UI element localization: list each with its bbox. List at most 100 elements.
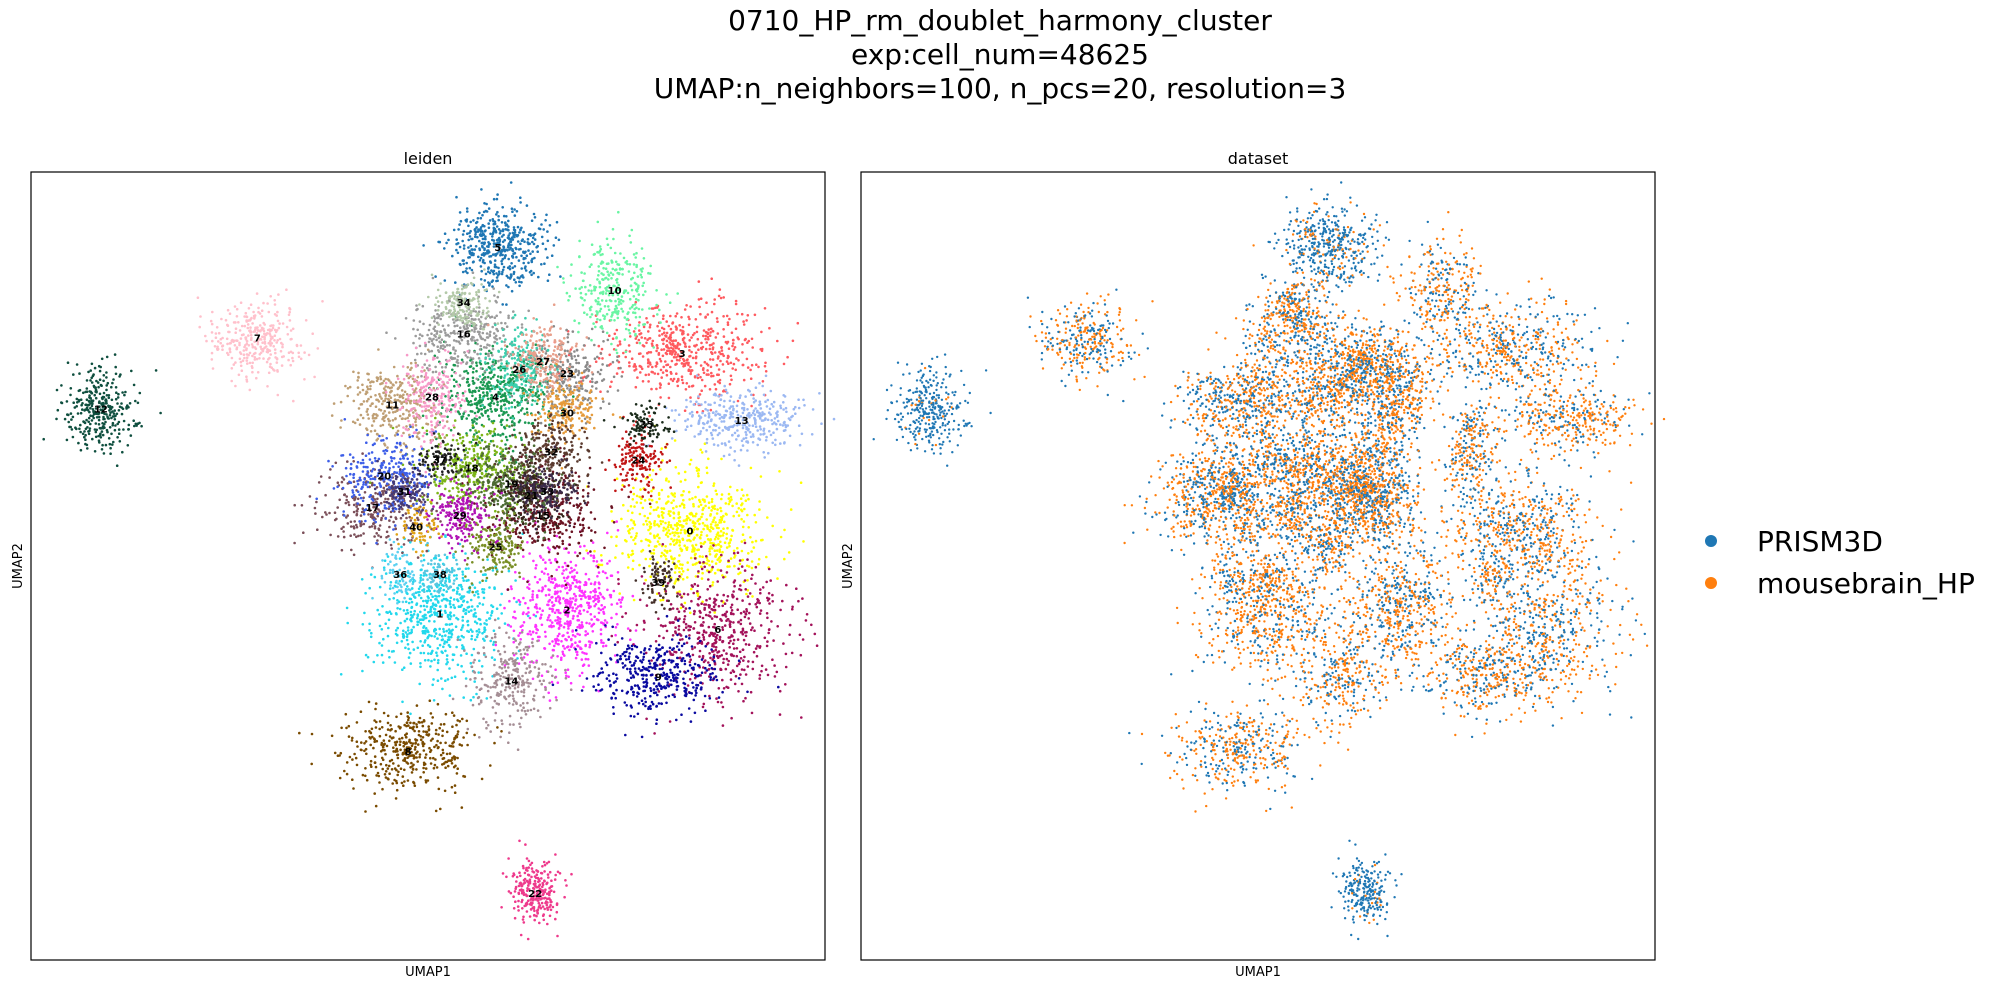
leiden-point [226,308,230,312]
leiden-point [729,620,732,624]
leiden-point [768,326,771,330]
leiden-point [531,593,534,596]
leiden-point [457,584,461,587]
leiden-point [506,623,510,627]
leiden-point [659,468,662,471]
leiden-point [721,678,724,682]
leiden-point [498,272,501,276]
leiden-point [351,778,354,781]
leiden-point [658,543,661,546]
leiden-point [751,540,754,544]
leiden-point [569,681,573,685]
leiden-point [715,549,719,552]
leiden-point [654,640,658,643]
leiden-point [464,612,468,616]
leiden-point [299,357,303,361]
leiden-point [395,641,399,645]
leiden-point [710,277,713,281]
leiden-point [429,652,433,655]
leiden-point [562,569,565,572]
leiden-point [370,727,374,731]
leiden-point [442,588,446,592]
leiden-point [472,647,476,651]
leiden-point [562,625,566,629]
leiden-point [664,479,668,482]
leiden-point [711,505,714,509]
leiden-point [707,328,710,331]
leiden-point [670,492,673,495]
leiden-point [245,347,248,350]
leiden-point [681,570,685,573]
leiden-point [804,619,808,622]
leiden-point [674,314,677,318]
leiden-point [512,629,516,633]
leiden-point [719,352,722,356]
leiden-point [394,743,398,747]
leiden-point [692,612,696,616]
leiden-point [647,373,651,376]
leiden-point [451,368,454,372]
leiden-point [704,334,708,338]
leiden-point [554,599,558,603]
leiden-point [287,313,291,317]
leiden-point [419,662,422,665]
leiden-point [713,597,716,601]
leiden-point [779,608,782,612]
leiden-point [453,756,457,759]
leiden-point [338,754,341,757]
leiden-point [472,614,476,618]
leiden-point [467,246,470,249]
leiden-point [705,534,709,537]
leiden-point [645,668,649,671]
leiden-point [424,753,428,756]
leiden-point [529,633,533,636]
leiden-point [491,232,495,236]
leiden-point [266,302,269,305]
leiden-point [730,609,734,612]
leiden-point [566,631,569,635]
leiden-point [409,610,413,614]
leiden-point [746,665,750,668]
leiden-point [528,630,532,633]
leiden-point [219,341,222,345]
leiden-point [238,343,241,347]
leiden-point [433,658,436,662]
leiden-point [447,628,451,631]
leiden-point [621,662,624,665]
leiden-point [395,747,399,751]
leiden-point [462,229,466,233]
leiden-point [469,400,473,403]
leiden-point [411,742,415,745]
leiden-point [657,653,660,657]
leiden-point [699,503,703,507]
leiden-point [678,590,681,593]
leiden-point [628,323,632,327]
leiden-point [767,628,771,631]
leiden-point [600,563,604,567]
leiden-point [455,735,459,739]
leiden-point [465,207,469,210]
leiden-point [711,672,714,675]
leiden-point [475,629,479,633]
leiden-point [524,601,527,605]
leiden-point [493,433,497,437]
leiden-point [462,600,465,603]
leiden-point [523,240,526,243]
leiden-point [669,668,672,672]
leiden-point [743,538,746,542]
leiden-point [410,600,414,604]
leiden-point [419,579,423,582]
leiden-point [708,334,712,338]
leiden-point [734,674,738,678]
leiden-point [412,754,416,757]
leiden-point [452,574,456,577]
leiden-point [633,644,637,648]
leiden-point [729,611,733,615]
leiden-point [383,742,386,746]
leiden-point [501,229,505,233]
leiden-point [234,384,237,388]
leiden-point [577,611,581,615]
leiden-point [691,356,695,360]
leiden-point [615,328,619,332]
leiden-point [344,712,348,716]
